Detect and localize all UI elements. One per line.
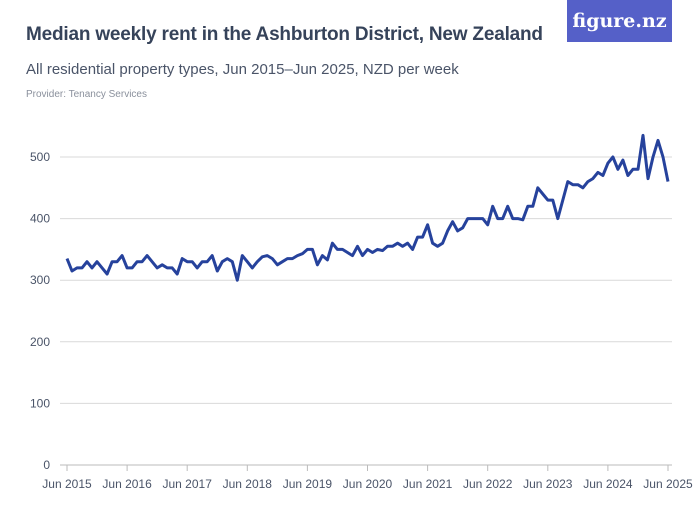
x-tick-label: Jun 2017 <box>163 477 213 491</box>
x-tick-label: Jun 2020 <box>343 477 393 491</box>
provider-credit: Provider: Tenancy Services <box>26 89 147 100</box>
y-tick-label: 0 <box>43 458 50 472</box>
x-tick-label: Jun 2024 <box>583 477 633 491</box>
y-tick-label: 300 <box>30 273 50 287</box>
x-tick-label: Jun 2016 <box>102 477 152 491</box>
x-tick-label: Jun 2021 <box>403 477 453 491</box>
chart-subtitle: All residential property types, Jun 2015… <box>26 61 459 78</box>
y-tick-label: 500 <box>30 150 50 164</box>
y-tick-label: 100 <box>30 396 50 410</box>
figure-nz-logo[interactable]: figure.nz <box>567 0 672 42</box>
rent-series-line <box>65 133 670 282</box>
x-tick-label: Jun 2015 <box>42 477 92 491</box>
x-tick-label: Jun 2018 <box>223 477 273 491</box>
y-tick-label: 400 <box>30 212 50 226</box>
x-tick-label: Jun 2022 <box>463 477 513 491</box>
x-tick-label: Jun 2023 <box>523 477 573 491</box>
y-tick-label: 200 <box>30 335 50 349</box>
x-tick-label: Jun 2019 <box>283 477 333 491</box>
logo-text: figure.nz <box>572 10 667 32</box>
x-tick-label: Jun 2025 <box>643 477 693 491</box>
chart-title: Median weekly rent in the Ashburton Dist… <box>26 24 543 45</box>
